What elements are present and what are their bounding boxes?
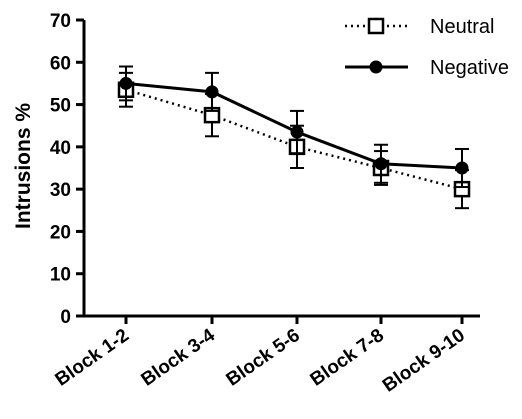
x-tick-label: Block 7-8 [307, 325, 388, 391]
y-tick-label: 20 [50, 222, 71, 243]
x-tick-label: Block 9-10 [379, 325, 469, 397]
y-tick-label: 0 [60, 307, 71, 328]
data-point [205, 85, 219, 99]
data-point [290, 125, 304, 139]
y-tick-label: 60 [50, 53, 71, 74]
data-point [455, 161, 469, 175]
y-axis-title: Intrusions % [12, 103, 35, 229]
legend-marker [369, 60, 383, 74]
y-tick-label: 40 [50, 138, 71, 159]
legend-item-negative: Negative [345, 57, 509, 79]
x-tick-label: Block 1-2 [52, 325, 133, 391]
x-tick-label: Block 5-6 [223, 325, 304, 391]
series-neutral [117, 71, 471, 210]
series-layer [117, 65, 471, 210]
legend-label: Negative [430, 57, 509, 79]
y-tick-label: 70 [50, 11, 71, 32]
y-tick-label: 50 [50, 96, 71, 117]
data-point [119, 76, 133, 90]
x-tick-label: Block 3-4 [138, 325, 220, 391]
legend-label: Neutral [430, 16, 494, 38]
series-negative [119, 65, 469, 189]
axes: 0 10 20 30 40 50 60 70 Block 1-2 Block 3-4 Block 5… [50, 11, 480, 397]
legend-item-neutral: Neutral [345, 16, 494, 38]
legend: Neutral Negative [345, 16, 509, 79]
legend-marker [367, 17, 385, 35]
y-tick-label: 10 [50, 265, 71, 286]
y-tick-label: 30 [50, 180, 71, 201]
data-point [374, 157, 388, 171]
